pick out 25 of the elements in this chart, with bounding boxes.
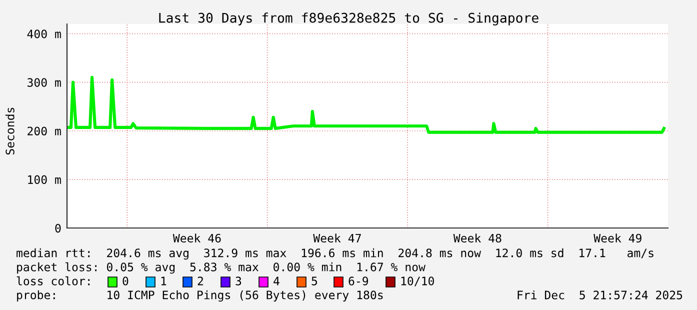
- line-series: [67, 76, 666, 134]
- text: packet loss: 0.05 % avg 5.83 % max 0.00 % min 1.67 % now: [17, 262, 426, 274]
- x-tick-label: Week 47: [313, 234, 361, 243]
- y-axis-title: Seconds: [5, 108, 14, 155]
- y-tick-label: 300 m: [28, 78, 61, 87]
- text: 1: [161, 276, 166, 286]
- text: probe: 10 ICMP Echo Pings (56 Bytes) every 180s: [17, 290, 383, 302]
- y-tick-label: 200 m: [28, 126, 61, 136]
- chart-title: Last 30 Days from f89e6328e825 to SG - Singapore: [159, 12, 538, 26]
- text: 4: [274, 276, 280, 286]
- text: 10/10: [401, 276, 434, 286]
- x-tick-label: Week 48: [453, 234, 502, 243]
- text: loss color:: [16, 276, 90, 286]
- x-tick-label: Week 46: [172, 234, 221, 243]
- text: 3: [236, 276, 242, 286]
- text: 5: [312, 276, 318, 286]
- y-tick-label: 0: [55, 224, 61, 233]
- text: Fri Dec 5 21:57:24 2025: [518, 290, 682, 300]
- text: 0: [122, 276, 128, 286]
- text: 2: [198, 276, 203, 286]
- text: median rtt: 204.6 ms avg 312.9 ms max 196.6 ms min 204.8 ms now 12.0 ms sd 17.1 am/s: [16, 248, 654, 260]
- text: 6-9: [348, 276, 368, 286]
- y-tick-label: 100 m: [28, 175, 61, 184]
- y-tick-label: 400 m: [27, 30, 61, 38]
- x-tick-label: Week 49: [594, 234, 642, 243]
